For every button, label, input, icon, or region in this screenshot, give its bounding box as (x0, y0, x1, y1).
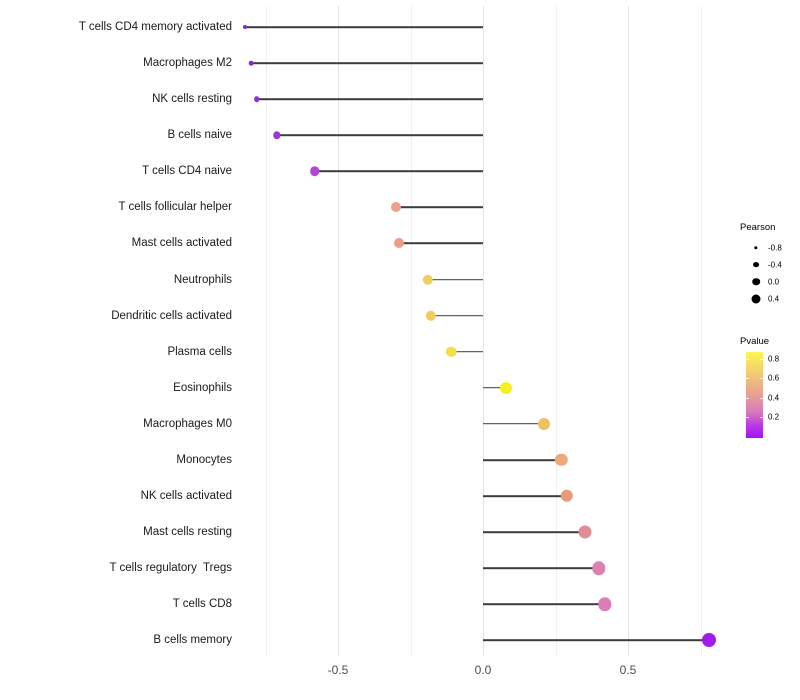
pearson-size-legend: Pearson -0.8 -0.4 0.0 0.4 (740, 222, 800, 307)
pvalue-tick-mark (760, 417, 763, 418)
lollipop-dot (422, 274, 434, 285)
gridline (265, 6, 267, 656)
lollipop-stem (483, 531, 585, 533)
lollipop-stem (427, 278, 483, 281)
size-legend-label: -0.8 (768, 243, 782, 252)
lollipop-dot (393, 238, 404, 249)
lollipop-stem (451, 350, 483, 353)
size-legend-entry: -0.8 (740, 239, 800, 256)
lollipop-dot (537, 417, 550, 430)
lollipop-dot (243, 25, 248, 29)
lollipop-dot (555, 453, 568, 467)
category-label: T cells CD4 naive (142, 165, 232, 178)
category-label: Neutrophils (173, 273, 232, 286)
size-legend-entries: -0.8 -0.4 0.0 0.4 (740, 239, 800, 307)
lollipop-dot (445, 346, 457, 358)
size-legend-dot (753, 261, 759, 268)
pvalue-tick-mark (760, 398, 763, 399)
lollipop-stem (277, 134, 483, 137)
size-legend-label: 0.4 (768, 294, 780, 303)
lollipop-stem (430, 314, 483, 317)
lollipop-stem (251, 62, 483, 64)
lollipop-stem (483, 459, 562, 461)
category-label: Mast cells resting (143, 526, 232, 539)
lollipop-stem (483, 387, 507, 389)
size-legend-dot (751, 294, 761, 303)
size-legend-entry: 0.4 (740, 290, 800, 307)
size-legend-dot (752, 277, 760, 286)
lollipop-dot (598, 597, 612, 611)
size-legend-entry: 0.0 (740, 273, 800, 290)
category-label: Macrophages M2 (143, 57, 232, 70)
category-label: B cells naive (167, 129, 232, 142)
lollipop-dot (248, 60, 254, 66)
lollipop-dot (425, 310, 436, 321)
lollipop-stem (483, 567, 599, 569)
lollipop-stem (483, 639, 710, 642)
lollipop-dot (310, 166, 320, 177)
category-label: Dendritic cells activated (111, 309, 232, 322)
x-axis-tick-label: 0.0 (474, 663, 492, 677)
category-label: NK cells resting (152, 93, 232, 106)
lollipop-stem (398, 242, 483, 245)
pvalue-tick-mark (746, 359, 749, 360)
pvalue-tick-mark (746, 398, 749, 399)
category-label: T cells CD8 (172, 598, 232, 611)
gridline (483, 6, 484, 656)
category-label: T cells regulatory Tregs (109, 562, 232, 575)
category-label: T cells CD4 memory activated (78, 21, 232, 33)
gridline (410, 6, 412, 656)
x-axis-tick-label: -0.5 (327, 663, 349, 677)
category-label: T cells follicular helper (118, 201, 232, 214)
lollipop-dot (273, 131, 281, 139)
pvalue-tick-mark (746, 378, 749, 379)
gridline (628, 6, 629, 656)
category-label: Monocytes (176, 453, 232, 466)
gridline (700, 6, 702, 656)
category-label: Plasma cells (167, 345, 232, 358)
lollipop-stem (483, 603, 605, 606)
lollipop-dot (702, 633, 717, 648)
gridline (338, 6, 339, 656)
pvalue-gradient-bar (746, 352, 763, 438)
gridline (555, 6, 557, 656)
category-label: NK cells activated (140, 490, 232, 503)
pvalue-tick-mark (760, 359, 763, 360)
lollipop-stem (245, 26, 483, 28)
lollipop-stem (483, 495, 568, 497)
pvalue-tick-label: 0.8 (768, 354, 780, 364)
lollipop-stem (256, 98, 483, 100)
lollipop-stem (314, 170, 483, 173)
lollipop-dot (391, 202, 401, 213)
x-axis-tick-label: 0.5 (619, 663, 637, 677)
pvalue-color-legend: Pvalue 0.8 0.6 0.4 0.2 (740, 336, 800, 446)
lollipop-stem (483, 423, 544, 425)
pvalue-tick-label: 0.2 (768, 412, 780, 422)
size-legend-dot (754, 245, 758, 250)
pvalue-tick-mark (746, 417, 749, 418)
lollipop-dot (254, 96, 260, 102)
category-label: Eosinophils (173, 381, 232, 394)
size-legend-title: Pearson (740, 222, 776, 233)
lollipop-dot (592, 561, 606, 575)
size-legend-label: -0.4 (768, 260, 782, 269)
size-legend-entry: -0.4 (740, 256, 800, 273)
lollipop-stem (396, 206, 483, 209)
lollipop-dot (500, 381, 513, 394)
lollipop-dot (578, 525, 591, 539)
size-legend-label: 0.0 (768, 277, 780, 286)
category-label: Macrophages M0 (143, 417, 232, 430)
lollipop-dot (560, 489, 574, 503)
pvalue-tick-label: 0.6 (768, 373, 780, 383)
color-legend-title: Pvalue (740, 336, 770, 347)
category-label: B cells memory (153, 634, 232, 647)
category-label: Mast cells activated (131, 237, 232, 250)
pvalue-tick-mark (760, 378, 763, 379)
pvalue-tick-label: 0.4 (768, 393, 780, 403)
